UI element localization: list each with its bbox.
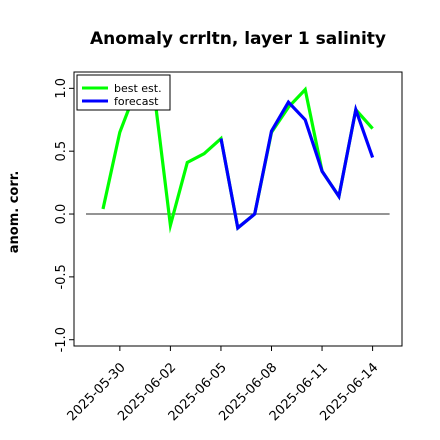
- legend: best est. forecast: [76, 74, 171, 111]
- y-tick-label: 1.0: [54, 78, 69, 99]
- legend-label-best-est: best est.: [114, 82, 162, 95]
- y-tick-label: -1.0: [54, 327, 69, 352]
- legend-label-forecast: forecast: [114, 95, 159, 108]
- plot-area: [73, 71, 403, 347]
- y-tick-label: 0.5: [54, 141, 69, 162]
- chart-title: Anomaly crrltn, layer 1 salinity: [90, 29, 386, 49]
- y-tick-label: -0.5: [54, 264, 69, 289]
- y-tick-label: 0.0: [54, 204, 69, 225]
- y-axis-label: anom. corr.: [7, 171, 22, 254]
- series-line-forecast: [219, 99, 375, 231]
- legend-box: [76, 74, 171, 111]
